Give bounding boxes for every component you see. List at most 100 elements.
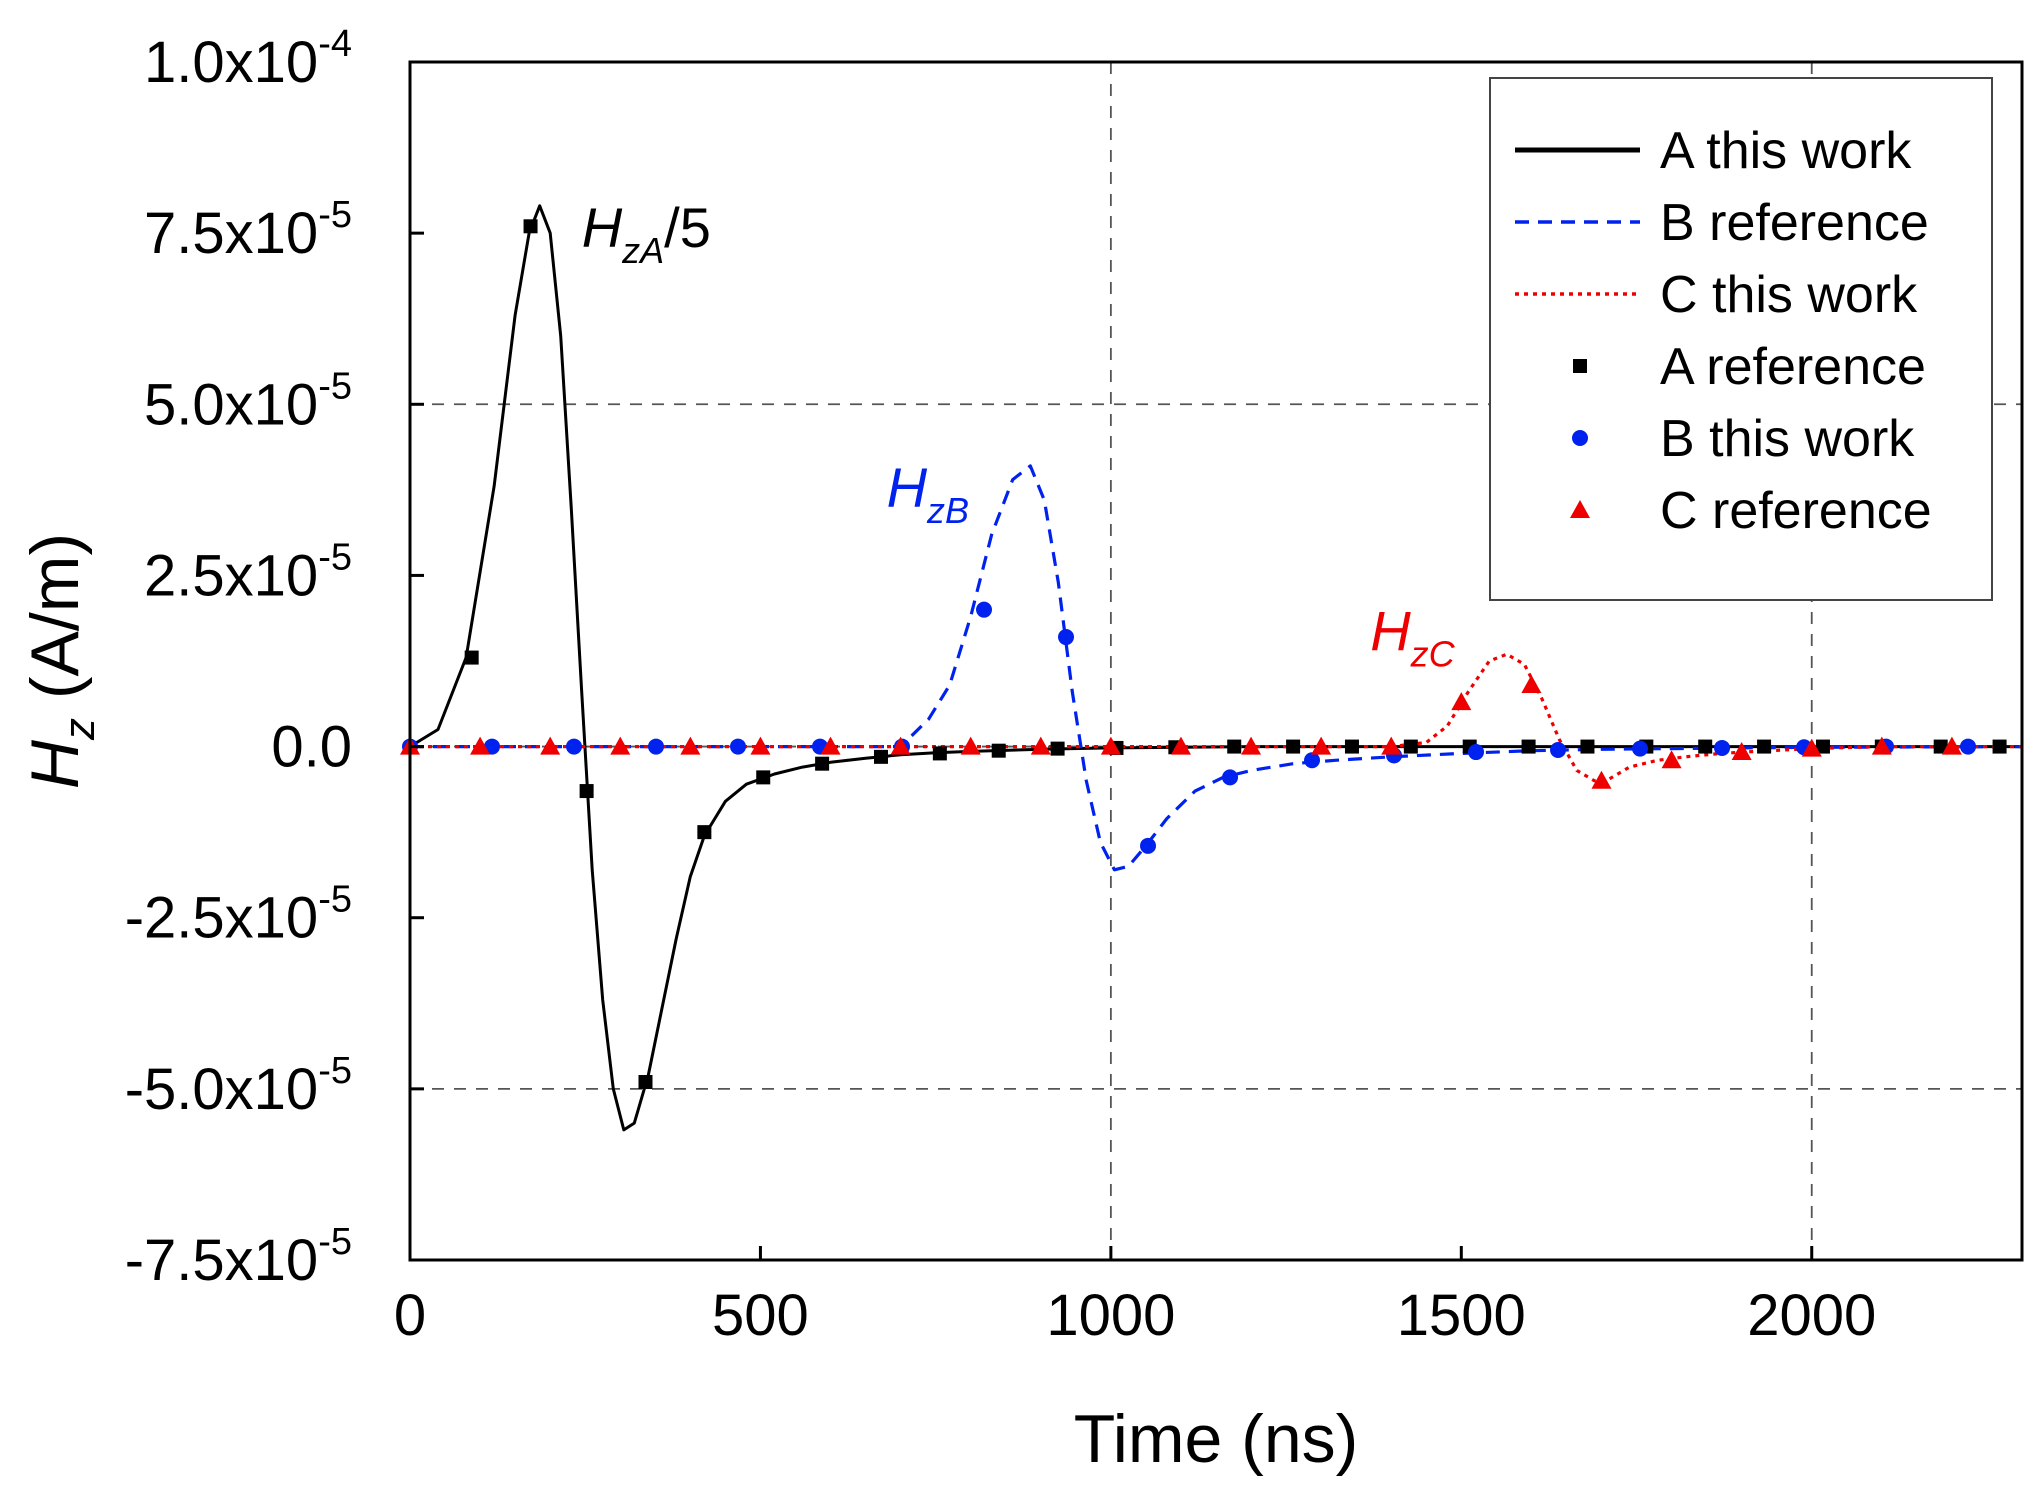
x-axis-title: Time (ns) <box>1074 1401 1359 1477</box>
data-point-a-reference <box>1521 739 1536 754</box>
x-tick-label: 1500 <box>1397 1283 1526 1348</box>
annotation-subscript: zB <box>926 490 969 531</box>
data-point-a-reference <box>991 743 1006 758</box>
data-point-a-reference <box>1227 739 1242 754</box>
data-point-c-reference <box>1941 736 1962 755</box>
legend-label-c-reference: C reference <box>1660 482 1932 540</box>
y-tick-label: 0.0 <box>271 715 352 780</box>
y-tick-label: -5.0x10-5 <box>125 1050 352 1122</box>
data-point-a-reference <box>756 770 771 785</box>
annotation-suffix: /5 <box>664 196 711 259</box>
y-axis-title: Hz (A/m) <box>17 533 104 789</box>
annotation-symbol: H <box>582 196 623 259</box>
data-point-c-reference <box>1381 736 1402 755</box>
data-point-b-this-work <box>1960 738 1977 755</box>
y-tick-mantissa: -5.0x10 <box>125 1057 318 1122</box>
x-tick-label: 0 <box>394 1283 426 1348</box>
data-point-b-this-work <box>1632 740 1649 757</box>
y-tick-mantissa: 7.5x10 <box>144 201 318 266</box>
data-point-b-this-work <box>1140 837 1157 854</box>
legend-label-b-this-work: B this work <box>1660 410 1915 468</box>
data-point-c-reference <box>1731 742 1752 761</box>
data-point-c-reference <box>1591 770 1612 789</box>
y-tick-exponent: -4 <box>318 23 352 65</box>
y-tick-exponent: -5 <box>318 194 352 236</box>
legend: A this work B reference C this work A refer… <box>1489 77 1993 601</box>
y-tick-label: 1.0x10-4 <box>144 23 352 95</box>
data-point-c-reference <box>680 736 701 755</box>
y-tick-exponent: -5 <box>318 1050 352 1092</box>
annotation-symbol: H <box>887 456 928 519</box>
data-point-a-reference <box>523 219 538 234</box>
data-point-b-this-work <box>976 601 993 618</box>
y-tick-label: -7.5x10-5 <box>125 1221 352 1293</box>
x-tick-label: 1000 <box>1046 1283 1175 1348</box>
data-point-b-this-work <box>484 738 501 755</box>
annotation-label: HzA/5 <box>582 196 711 271</box>
data-point-a-reference <box>697 825 712 840</box>
annotation-label: HzB <box>887 456 969 531</box>
axis-ticks: 0 500 1000 1500 20001.0x10-47.5x10-55.0x10-5… <box>125 23 1877 1348</box>
y-axis-title-subscript: z <box>55 718 104 741</box>
data-point-a-reference <box>1580 739 1595 754</box>
data-point-c-reference <box>470 736 491 755</box>
data-point-c-reference <box>1311 736 1332 755</box>
data-point-a-reference <box>1757 739 1772 754</box>
data-point-c-reference <box>1801 738 1822 757</box>
x-tick-label: 2000 <box>1747 1283 1876 1348</box>
legend-label-a-reference: A reference <box>1660 338 1926 396</box>
data-point-a-reference <box>1992 739 2007 754</box>
data-point-a-reference <box>579 784 594 799</box>
data-point-b-this-work <box>1550 741 1567 758</box>
data-point-c-reference <box>1661 750 1682 769</box>
data-point-b-this-work <box>566 738 583 755</box>
data-point-b-this-work <box>1058 629 1075 646</box>
plot-frame <box>408 60 2024 1262</box>
legend-swatch-c-reference <box>1570 500 1590 518</box>
legend-label-c-this-work: C this work <box>1660 266 1918 324</box>
data-point-c-reference <box>890 736 911 755</box>
y-tick-exponent: -5 <box>318 536 352 578</box>
data-point-c-reference <box>1241 736 1262 755</box>
data-point-c-reference <box>1521 674 1542 693</box>
data-point-a-reference <box>873 749 888 764</box>
data-point-b-this-work <box>1468 744 1485 761</box>
annotation-subscript: zA <box>621 230 664 271</box>
data-point-a-reference <box>464 650 479 665</box>
annotation-subscript: zC <box>1410 634 1456 675</box>
y-tick-label: 5.0x10-5 <box>144 365 352 437</box>
data-point-a-reference <box>638 1075 653 1090</box>
data-point-c-reference <box>1030 736 1051 755</box>
data-point-a-reference <box>1698 739 1713 754</box>
data-point-a-reference <box>815 756 830 771</box>
data-point-c-reference <box>750 736 771 755</box>
data-point-c-reference <box>1100 736 1121 755</box>
data-point-c-reference <box>960 736 981 755</box>
data-point-c-reference <box>540 736 561 755</box>
annotation-symbol: H <box>1370 600 1411 663</box>
y-tick-mantissa: 5.0x10 <box>144 372 318 437</box>
legend-swatch-b-this-work <box>1572 430 1588 446</box>
annotation-label: HzC <box>1370 600 1455 675</box>
data-point-b-this-work <box>1714 739 1731 756</box>
y-tick-exponent: -5 <box>318 365 352 407</box>
y-axis-title-unit: (A/m) <box>17 533 93 718</box>
y-tick-label: -2.5x10-5 <box>125 879 352 951</box>
y-tick-label: 7.5x10-5 <box>144 194 352 266</box>
data-point-c-reference <box>820 736 841 755</box>
data-point-a-reference <box>1933 739 1948 754</box>
markers-layer <box>400 219 2007 1090</box>
data-point-a-reference <box>1344 739 1359 754</box>
y-tick-mantissa: 2.5x10 <box>144 543 318 608</box>
y-tick-exponent: -5 <box>318 879 352 921</box>
data-point-a-reference <box>1050 741 1065 756</box>
legend-label-a-this-work: A this work <box>1660 122 1912 180</box>
legend-label-b-reference: B reference <box>1660 194 1929 252</box>
y-tick-mantissa: 1.0x10 <box>144 30 318 95</box>
y-tick-mantissa: 0.0 <box>271 715 352 780</box>
y-tick-mantissa: -7.5x10 <box>125 1228 318 1293</box>
data-point-b-this-work <box>648 738 665 755</box>
data-point-c-reference <box>1871 736 1892 755</box>
data-point-b-this-work <box>1304 752 1321 769</box>
